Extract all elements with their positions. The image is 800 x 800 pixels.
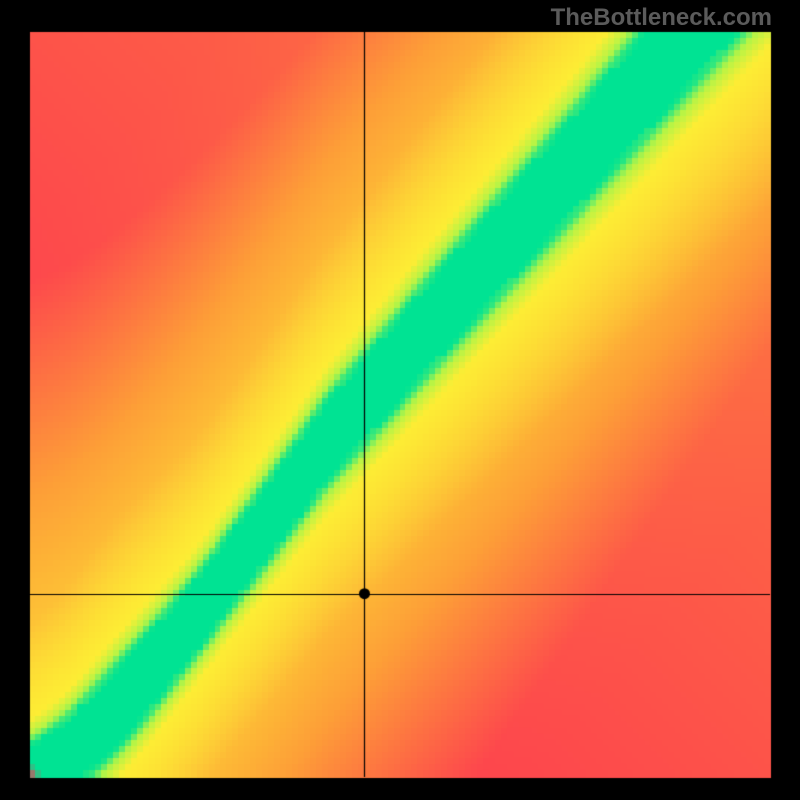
watermark-text: TheBottleneck.com [551, 4, 772, 32]
bottleneck-heatmap [0, 0, 800, 800]
